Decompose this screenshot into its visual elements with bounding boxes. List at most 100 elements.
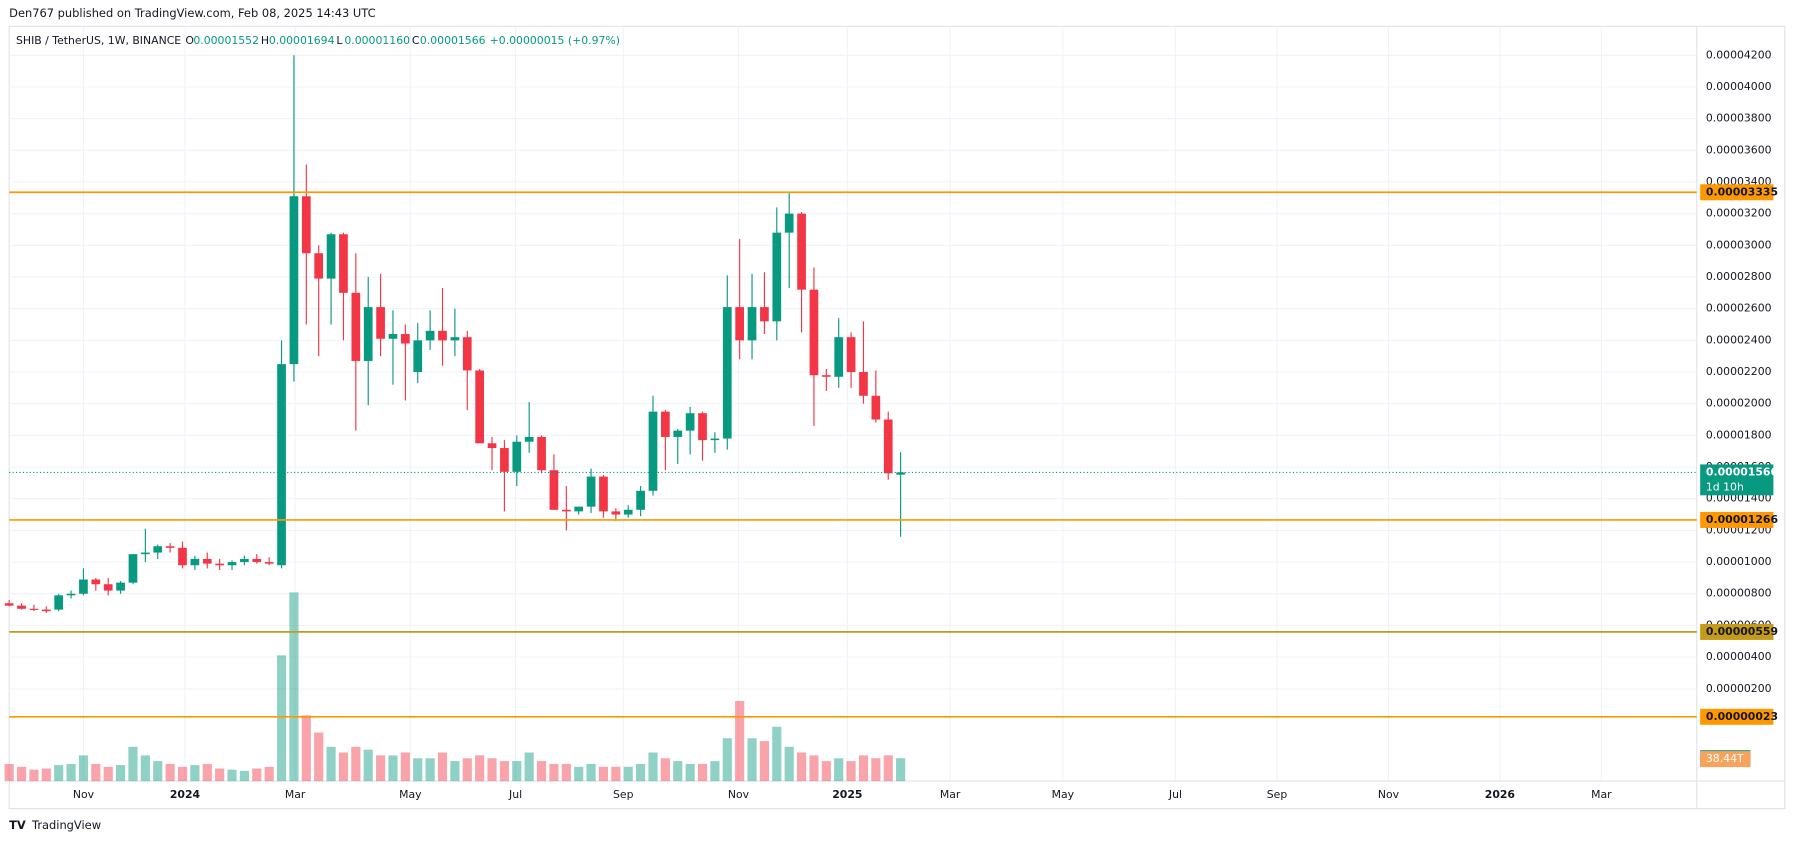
- candle-body: [673, 430, 683, 437]
- candle-body: [797, 213, 806, 290]
- candle-body: [809, 289, 819, 376]
- legend-value: 0.00001160: [344, 34, 410, 47]
- volume-bar: [41, 768, 51, 782]
- volume-label-box: [1700, 751, 1751, 768]
- candle-body: [487, 443, 497, 449]
- y-tick-label: 0.00002600: [1706, 302, 1772, 315]
- volume-bar: [883, 755, 893, 782]
- volume-bar: [128, 746, 138, 782]
- published-note: Den767 published on TradingView.com, Feb…: [9, 6, 375, 20]
- candle-body: [883, 419, 893, 474]
- chart-frame: [8, 25, 1786, 810]
- candle-body: [760, 307, 769, 322]
- volume-bar: [636, 763, 646, 782]
- y-tick-label: 0.00002400: [1706, 333, 1772, 346]
- candle-body: [636, 490, 645, 510]
- candle-body: [190, 558, 200, 566]
- y-tick-label: 0.00003000: [1706, 238, 1772, 251]
- watermark: TradingView: [31, 818, 101, 832]
- volume-bar: [499, 761, 509, 782]
- candle-body: [79, 579, 88, 594]
- volume-bar: [91, 763, 101, 782]
- volume-bar: [809, 755, 819, 782]
- volume-bar: [140, 755, 150, 782]
- symbol: SHIB / TetherUS, 1W, BINANCE: [16, 34, 181, 47]
- volume-bar: [252, 768, 262, 782]
- x-tick-label: Jul: [508, 788, 522, 801]
- volume-bar: [673, 761, 683, 782]
- x-tick-label: Nov: [1378, 788, 1400, 801]
- volume-bar: [685, 763, 695, 782]
- level-label-box: [1700, 184, 1774, 201]
- y-tick-label: 0.00004000: [1706, 80, 1772, 93]
- volume-bar: [116, 765, 126, 782]
- candle-body: [450, 337, 460, 341]
- volume-bar: [425, 758, 435, 782]
- volume-bar: [202, 763, 212, 782]
- candle-body: [301, 196, 311, 254]
- logo: 𝗧𝗩: [9, 818, 26, 832]
- volume-bar: [54, 765, 64, 782]
- candle-body: [252, 558, 262, 563]
- y-tick-label: 0.00003600: [1706, 143, 1772, 156]
- candle-body: [165, 546, 175, 548]
- candle-body: [351, 292, 361, 361]
- volume-bar: [858, 755, 869, 782]
- volume-bar: [314, 732, 324, 782]
- candle-body: [500, 448, 509, 472]
- candle-body: [648, 411, 658, 491]
- candle-body: [202, 558, 212, 564]
- volume-bar: [871, 758, 881, 782]
- legend-value: 0.00001694: [269, 34, 335, 47]
- volume-bar: [747, 738, 757, 782]
- volume-bar: [475, 755, 485, 782]
- volume-bar: [103, 766, 113, 782]
- last-price-box: [1700, 464, 1774, 496]
- candle-body: [339, 234, 348, 293]
- x-tick-label: Nov: [728, 788, 750, 801]
- candle-body: [611, 511, 621, 515]
- candle-body: [277, 364, 286, 566]
- candle-body: [227, 562, 237, 566]
- volume-bar: [722, 738, 732, 782]
- x-tick-label: May: [399, 788, 422, 801]
- volume-bar: [4, 763, 14, 782]
- volume-bar: [772, 726, 782, 782]
- level-label: 0.00000559: [1706, 625, 1778, 638]
- volume-bar: [376, 755, 386, 782]
- volume-bar: [660, 758, 670, 782]
- volume-bar: [351, 746, 361, 782]
- volume-bar: [177, 766, 188, 782]
- volume-bar: [227, 769, 237, 782]
- candle-body: [413, 340, 423, 373]
- candle-body: [722, 307, 732, 439]
- volume-bar: [561, 763, 571, 782]
- candle-body: [784, 213, 794, 233]
- volume-bar: [153, 761, 163, 782]
- grid: [9, 26, 1697, 782]
- candle-body: [54, 595, 64, 610]
- candle-body: [599, 476, 608, 512]
- volume-bar: [536, 761, 547, 782]
- volume-bar: [735, 701, 745, 782]
- level-label-box: [1700, 511, 1774, 528]
- candle-body: [698, 413, 707, 441]
- x-tick-label: 2024: [170, 788, 201, 801]
- candle-body: [363, 307, 373, 361]
- x-tick-label: Nov: [73, 788, 95, 801]
- candle-body: [859, 372, 868, 396]
- candle-body: [821, 375, 831, 377]
- y-tick-label: 0.00003200: [1706, 207, 1772, 220]
- legend-value: 0.00001552: [193, 34, 259, 47]
- candle-body: [537, 436, 546, 471]
- x-tick-label: Mar: [285, 788, 306, 801]
- candle-body: [128, 554, 138, 583]
- volume-bar: [574, 766, 584, 782]
- candle-body: [846, 337, 856, 373]
- candle-body: [871, 395, 881, 420]
- candle-body: [512, 441, 522, 472]
- candle-body: [549, 470, 559, 510]
- candle-body: [747, 307, 757, 341]
- volume-bar: [215, 768, 225, 782]
- level-label: 0.00001266: [1706, 513, 1778, 526]
